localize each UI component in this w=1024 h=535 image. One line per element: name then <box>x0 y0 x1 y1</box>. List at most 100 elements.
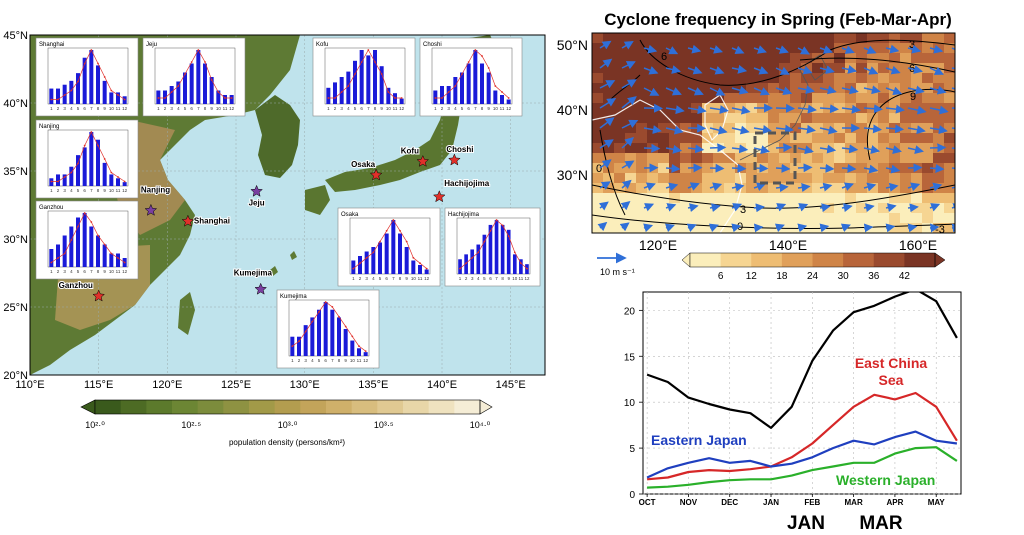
inset-bar <box>56 174 60 186</box>
inset-point <box>97 144 99 147</box>
inset-bar <box>189 63 194 104</box>
field-cell <box>823 193 835 204</box>
wind-arrow <box>841 104 861 114</box>
inset-point <box>352 267 355 270</box>
field-cell <box>702 173 714 184</box>
field-cell <box>702 203 714 214</box>
map-lat-tick: 35°N <box>3 166 28 178</box>
field-cell <box>845 133 857 144</box>
inset-tick: 6 <box>489 276 492 281</box>
field-cell <box>878 163 890 174</box>
inset-tick: 4 <box>372 276 375 281</box>
field-cell <box>658 163 670 174</box>
field-cell <box>889 43 901 54</box>
field-cell <box>845 33 857 44</box>
inset-point <box>110 89 113 92</box>
field-cell <box>944 33 955 44</box>
field-cell <box>757 113 769 124</box>
field-cell <box>856 93 868 104</box>
inset-point <box>177 85 180 87</box>
field-cell <box>680 133 692 144</box>
inset-tick: 1 <box>50 269 53 274</box>
colorbar-segment <box>172 400 199 414</box>
field-cell <box>636 193 648 204</box>
field-cell <box>856 53 868 64</box>
field-cell <box>845 103 857 114</box>
field-cell <box>713 53 725 64</box>
field-cell <box>856 73 868 84</box>
field-cell <box>768 103 780 114</box>
wind-arrow <box>687 144 705 154</box>
inset-tick: 9 <box>103 269 106 274</box>
inset-tick: 5 <box>483 276 486 281</box>
field-cell <box>625 223 637 233</box>
spring-title: Cyclone frequency in Spring (Feb-Mar-Apr… <box>604 10 952 29</box>
inset-tick: 10 <box>512 276 518 281</box>
field-cell <box>768 193 780 204</box>
field-cell <box>922 173 934 184</box>
field-cell <box>757 153 769 164</box>
inset-tick: 2 <box>57 106 60 111</box>
field-cell <box>845 73 857 84</box>
field-cell <box>878 173 890 184</box>
field-cell <box>856 143 868 154</box>
field-cell <box>592 93 604 104</box>
wind-arrow <box>951 203 955 212</box>
spring-lat-tick: 40°N <box>557 102 588 118</box>
field-cell <box>922 53 934 64</box>
field-cell <box>680 223 692 233</box>
freq-colorbar-segment <box>812 253 844 267</box>
field-cell <box>900 73 912 84</box>
field-cell <box>878 103 890 114</box>
wind-arrow <box>665 105 685 115</box>
wind-arrow <box>951 67 955 70</box>
field-cell <box>592 43 604 54</box>
inset-bar <box>196 50 201 104</box>
inset-bar <box>366 55 371 104</box>
field-cell <box>779 133 791 144</box>
wind-arrow <box>863 223 874 233</box>
field-cell <box>790 213 802 224</box>
inset-bar <box>480 63 484 104</box>
field-cell <box>614 43 626 54</box>
wind-arrow <box>731 163 747 173</box>
field-cell <box>889 213 901 224</box>
inset-point <box>324 301 327 303</box>
city-label-nanjing: Nanjing <box>141 185 170 194</box>
inset-tick: 5 <box>77 269 80 274</box>
field-cell <box>702 163 714 174</box>
field-cell <box>856 83 868 94</box>
city-star-kumejima <box>254 282 268 295</box>
inset-tick: 4 <box>177 106 180 111</box>
inset-title: Shanghai <box>39 42 64 48</box>
field-cell <box>944 143 955 154</box>
inset-point <box>434 97 437 99</box>
inset-bar <box>69 226 74 267</box>
wind-arrow <box>951 167 955 170</box>
field-cell <box>658 173 670 184</box>
field-cell <box>790 183 802 194</box>
field-cell <box>900 63 912 74</box>
field-cell <box>702 133 714 144</box>
field-cell <box>834 33 846 44</box>
inset-point <box>372 251 375 254</box>
freq-colorbar-segment <box>690 253 722 267</box>
field-cell <box>856 163 868 174</box>
field-cell <box>922 83 934 94</box>
field-cell <box>658 183 670 194</box>
inset-tick: 4 <box>70 106 73 111</box>
field-cell <box>592 183 604 194</box>
field-cell <box>735 193 747 204</box>
field-cell <box>592 33 604 44</box>
field-cell <box>735 53 747 64</box>
map-lon-labels: 110°E 115°E 120°E 125°E 130°E 135°E 140°E 145°E <box>15 379 525 391</box>
city-label-kofu: Kofu <box>401 146 419 155</box>
field-cell <box>691 213 703 224</box>
field-cell <box>790 113 802 124</box>
inset-point <box>412 256 415 259</box>
field-cell <box>812 93 824 104</box>
field-cell <box>768 63 780 74</box>
wind-arrow <box>687 65 703 75</box>
